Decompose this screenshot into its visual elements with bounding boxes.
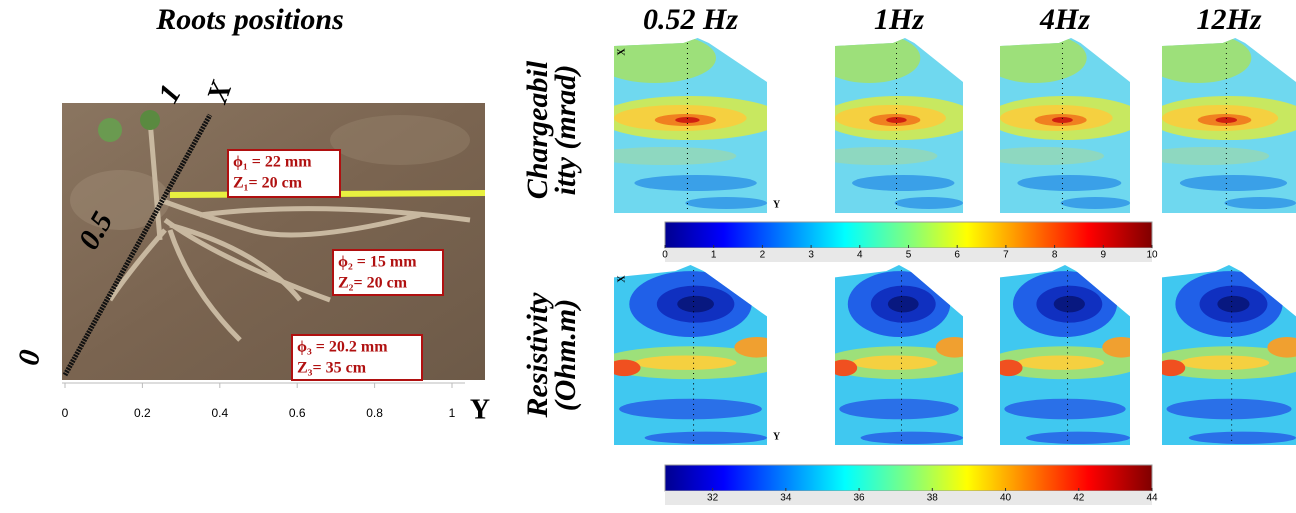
colorbar-tick-label: 32 (707, 493, 719, 504)
colorbar-tick-label: 44 (1146, 493, 1158, 504)
colorbar-tick-label: 8 (1052, 250, 1058, 261)
map-y-label: Y (773, 431, 781, 442)
x-tick-label: 0.4 (211, 406, 228, 420)
contour-map (983, 33, 1143, 213)
x-tick-label: 0 (62, 406, 69, 420)
left-title: Roots positions (155, 3, 344, 36)
map-x-label: X (616, 48, 627, 56)
annotation-text: Z₃= 35 cm (297, 360, 367, 377)
colorbar-tick-label: 34 (780, 493, 792, 504)
colorbar-tick-label: 36 (854, 493, 866, 504)
row-label: (Ohm.m) (549, 299, 582, 412)
contour-map (818, 33, 976, 213)
colorbar-tick-label: 40 (1000, 493, 1012, 504)
x-tick-label: 0.6 (289, 406, 306, 420)
x-axis-label: Y (470, 394, 490, 425)
colorbar-tick-label: 4 (857, 250, 863, 261)
contour-map (1149, 265, 1296, 445)
frequency-header: 1Hz (874, 3, 924, 36)
frequency-header: 4Hz (1039, 3, 1090, 36)
colorbar-tick-label: 7 (1003, 250, 1009, 261)
colorbar-tick-label: 3 (808, 250, 814, 261)
map-x-label: X (616, 275, 627, 283)
contour-map (599, 265, 783, 445)
contour-map (1144, 33, 1296, 213)
colorbar-tick-label: 10 (1146, 250, 1158, 261)
colorbar (665, 222, 1152, 248)
x-tick-label: 1 (449, 406, 456, 420)
annotation-text: ϕ₃ = 20.2 mm (297, 339, 388, 356)
colorbar-tick-label: 5 (906, 250, 912, 261)
colorbar-tick-label: 9 (1101, 250, 1107, 261)
annotation-text: ϕ₁ = 22 mm (233, 154, 312, 171)
colorbar-tick-label: 1 (711, 250, 717, 261)
annotation-text: Z₁= 20 cm (233, 175, 303, 192)
figure: Roots positions 0 0.5 1 X Y ϕ₁ = 22 mmZ₁… (0, 0, 1296, 508)
contour-map (822, 265, 976, 445)
x-tick-label: 0.2 (134, 406, 151, 420)
annotation-text: ϕ₂ = 15 mm (338, 254, 417, 271)
colorbar (665, 465, 1152, 491)
colorbar-tick-label: 0 (662, 250, 668, 261)
contour-map (987, 265, 1143, 445)
diag-label: 0 (12, 347, 47, 368)
annotation-text: Z₂= 20 cm (338, 275, 408, 292)
frequency-header: 0.52 Hz (643, 3, 738, 36)
colorbar-tick-label: 6 (954, 250, 960, 261)
colorbar-tick-label: 2 (760, 250, 766, 261)
colorbar-tick-label: 42 (1073, 493, 1085, 504)
row-label: itty (mrad) (549, 65, 582, 196)
frequency-header: 12Hz (1196, 3, 1261, 36)
x-tick-label: 0.8 (366, 406, 383, 420)
colorbar-tick-label: 38 (927, 493, 939, 504)
contour-map (594, 33, 783, 213)
map-y-label: Y (773, 199, 781, 210)
